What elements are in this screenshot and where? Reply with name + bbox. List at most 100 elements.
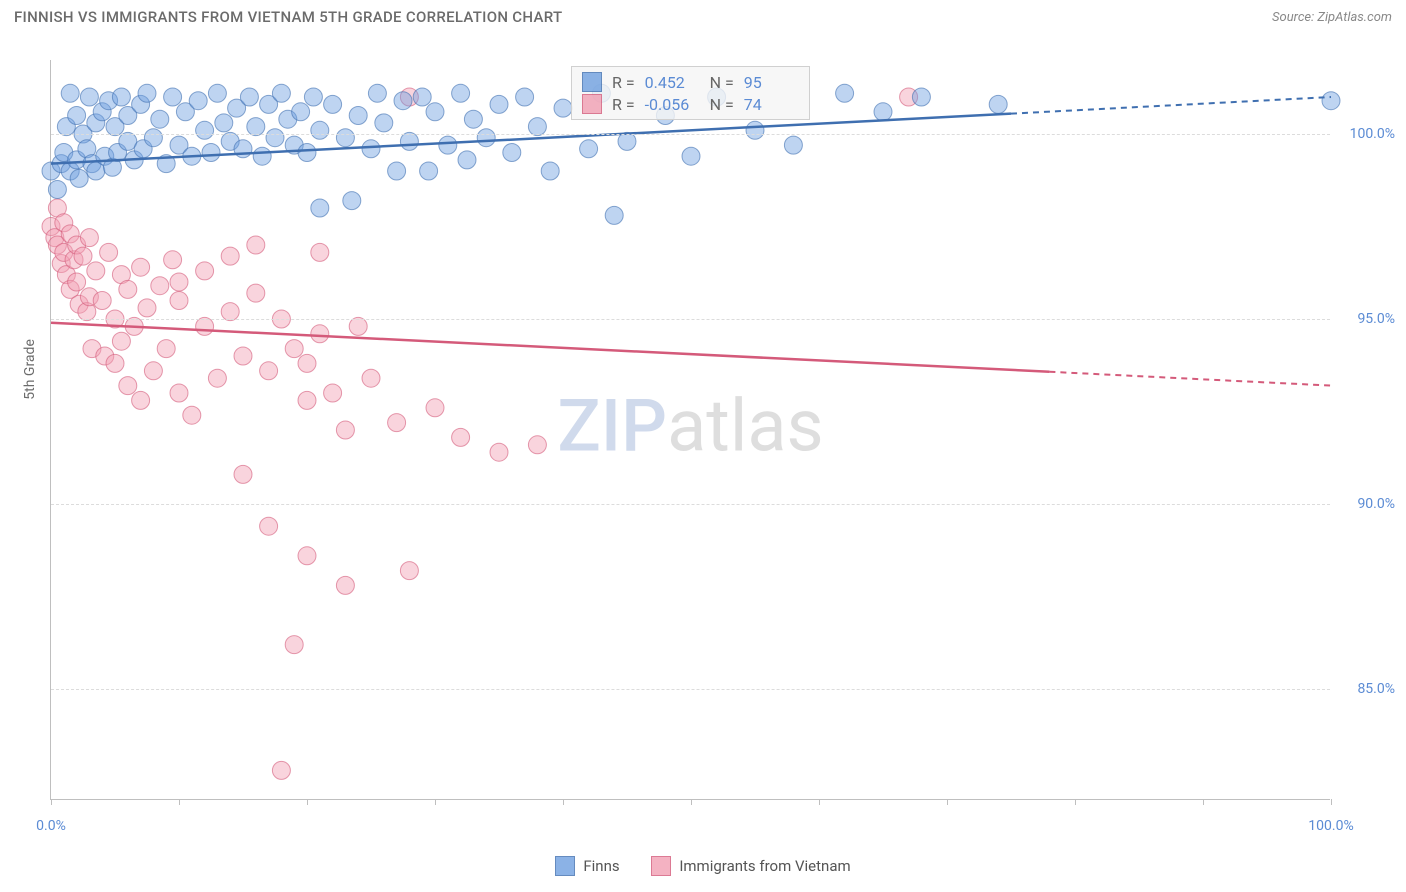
point-immigrants <box>234 465 252 483</box>
y-tick-label: 90.0% <box>1335 496 1395 512</box>
point-finns <box>394 92 412 110</box>
point-finns <box>784 136 802 154</box>
label-N: N = <box>710 73 734 92</box>
point-finns <box>477 129 495 147</box>
point-finns <box>80 88 98 106</box>
x-tick <box>51 799 52 805</box>
point-immigrants <box>285 636 303 654</box>
point-immigrants <box>247 284 265 302</box>
point-finns <box>452 84 470 102</box>
trendline-immigrants <box>51 323 1049 372</box>
point-finns <box>490 95 508 113</box>
point-finns <box>247 118 265 136</box>
point-finns <box>458 151 476 169</box>
point-immigrants <box>426 399 444 417</box>
point-finns <box>215 114 233 132</box>
point-finns <box>311 199 329 217</box>
point-immigrants <box>234 347 252 365</box>
point-immigrants <box>260 362 278 380</box>
point-immigrants <box>157 340 175 358</box>
point-finns <box>528 118 546 136</box>
point-finns <box>413 88 431 106</box>
point-finns <box>70 169 88 187</box>
point-immigrants <box>247 236 265 254</box>
point-finns <box>554 99 572 117</box>
point-finns <box>503 144 521 162</box>
x-tick <box>819 799 820 805</box>
point-immigrants <box>490 443 508 461</box>
finns-R: 0.452 <box>645 73 700 92</box>
point-finns <box>240 88 258 106</box>
point-finns <box>138 84 156 102</box>
point-finns <box>420 162 438 180</box>
point-immigrants <box>132 258 150 276</box>
point-immigrants <box>112 332 130 350</box>
point-finns <box>151 110 169 128</box>
point-finns <box>464 110 482 128</box>
point-immigrants <box>362 369 380 387</box>
point-immigrants <box>80 229 98 247</box>
point-finns <box>1322 92 1340 110</box>
stats-row-immigrants: R = -0.056 N = 74 <box>582 93 799 115</box>
point-immigrants <box>388 414 406 432</box>
point-finns <box>375 114 393 132</box>
immigrants-N: 74 <box>744 95 799 114</box>
point-immigrants <box>87 262 105 280</box>
point-immigrants <box>151 277 169 295</box>
chart-header: FINNISH VS IMMIGRANTS FROM VIETNAM 5TH G… <box>0 0 1406 32</box>
point-finns <box>746 121 764 139</box>
x-tick <box>435 799 436 805</box>
gridline <box>51 689 1330 690</box>
legend-label-finns: Finns <box>583 857 619 875</box>
y-axis-title: 5th Grade <box>22 339 38 400</box>
gridline <box>51 319 1330 320</box>
x-tick <box>1075 799 1076 805</box>
point-immigrants <box>221 247 239 265</box>
point-immigrants <box>272 761 290 779</box>
point-finns <box>682 147 700 165</box>
trendline-dashed-finns <box>1011 97 1331 114</box>
point-finns <box>112 88 130 106</box>
x-tick <box>307 799 308 805</box>
immigrants-R: -0.056 <box>645 95 700 114</box>
point-immigrants <box>260 517 278 535</box>
point-finns <box>68 107 86 125</box>
legend-swatch-immigrants <box>651 856 671 876</box>
point-finns <box>388 162 406 180</box>
point-immigrants <box>349 317 367 335</box>
point-finns <box>266 129 284 147</box>
point-immigrants <box>285 340 303 358</box>
point-immigrants <box>164 251 182 269</box>
point-finns <box>912 88 930 106</box>
point-immigrants <box>196 317 214 335</box>
point-finns <box>202 144 220 162</box>
x-tick <box>1203 799 1204 805</box>
point-finns <box>836 84 854 102</box>
point-finns <box>541 162 559 180</box>
point-finns <box>349 107 367 125</box>
point-immigrants <box>208 369 226 387</box>
point-immigrants <box>170 292 188 310</box>
point-immigrants <box>170 273 188 291</box>
point-finns <box>362 140 380 158</box>
point-finns <box>292 103 310 121</box>
point-finns <box>298 144 316 162</box>
point-immigrants <box>311 243 329 261</box>
point-immigrants <box>74 247 92 265</box>
point-immigrants <box>528 436 546 454</box>
legend-item-finns: Finns <box>555 856 619 876</box>
point-finns <box>426 103 444 121</box>
scatter-chart: ZIPatlas R = 0.452 N = 95 R = -0.056 N =… <box>50 60 1330 800</box>
gridline <box>51 504 1330 505</box>
legend: Finns Immigrants from Vietnam <box>0 856 1406 880</box>
x-tick-label: 0.0% <box>36 818 66 834</box>
point-immigrants <box>119 377 137 395</box>
point-finns <box>368 84 386 102</box>
point-immigrants <box>170 384 188 402</box>
point-finns <box>61 84 79 102</box>
x-tick-label: 100.0% <box>1308 818 1353 834</box>
swatch-finns <box>582 72 602 92</box>
y-tick-label: 85.0% <box>1335 681 1395 697</box>
point-immigrants <box>132 391 150 409</box>
point-finns <box>196 121 214 139</box>
